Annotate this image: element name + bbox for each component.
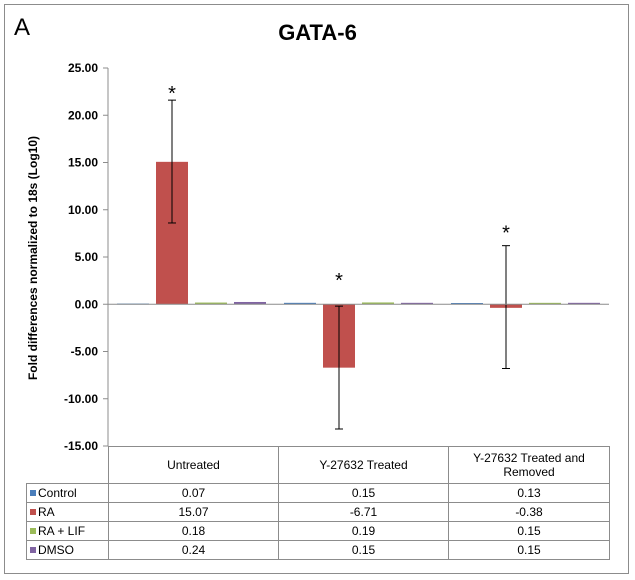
y-tick-label: -10.00 — [64, 392, 98, 406]
data-table: Untreated Y-27632 Treated Y-27632 Treated … — [26, 446, 610, 560]
category-label: Y-27632 Treated — [279, 447, 449, 484]
y-tick-label: 5.00 — [75, 250, 99, 264]
significance-star: * — [502, 223, 510, 245]
data-value: 0.13 — [449, 484, 610, 503]
data-value: 0.15 — [279, 541, 449, 560]
table-row: Control 0.07 0.15 0.13 — [27, 484, 610, 503]
series-name: Control — [38, 486, 77, 500]
y-tick-label: 10.00 — [68, 203, 98, 217]
category-label: Y-27632 Treated and Removed — [449, 447, 610, 484]
data-value: 15.07 — [109, 503, 279, 522]
y-tick-label: 25.00 — [68, 61, 98, 75]
significance-star: * — [168, 83, 176, 105]
y-tick-label: 15.00 — [68, 156, 98, 170]
significance-star: * — [335, 270, 343, 292]
y-tick-label: -5.00 — [71, 345, 99, 359]
series-name: RA — [38, 505, 55, 519]
data-value: 0.19 — [279, 522, 449, 541]
legend-entry: DMSO — [27, 541, 109, 560]
table-row: RA + LIF 0.18 0.19 0.15 — [27, 522, 610, 541]
series-name: DMSO — [38, 543, 74, 557]
data-value: 0.15 — [449, 541, 610, 560]
legend-entry: RA + LIF — [27, 522, 109, 541]
data-value: 0.07 — [109, 484, 279, 503]
table-row: DMSO 0.24 0.15 0.15 — [27, 541, 610, 560]
legend-swatch — [30, 490, 36, 496]
data-value: -6.71 — [279, 503, 449, 522]
table-row: RA 15.07 -6.71 -0.38 — [27, 503, 610, 522]
legend-entry: Control — [27, 484, 109, 503]
table-header-row: Untreated Y-27632 Treated Y-27632 Treated … — [27, 447, 610, 484]
data-value: 0.24 — [109, 541, 279, 560]
data-value: 0.15 — [449, 522, 610, 541]
data-value: 0.15 — [279, 484, 449, 503]
y-tick-label: 0.00 — [75, 297, 99, 311]
table-corner — [27, 447, 109, 484]
series-name: RA + LIF — [38, 524, 85, 538]
legend-swatch — [30, 509, 36, 515]
data-value: -0.38 — [449, 503, 610, 522]
data-value: 0.18 — [109, 522, 279, 541]
y-tick-label: 20.00 — [68, 108, 98, 122]
legend-swatch — [30, 528, 36, 534]
legend-swatch — [30, 547, 36, 553]
legend-entry: RA — [27, 503, 109, 522]
category-label: Untreated — [109, 447, 279, 484]
